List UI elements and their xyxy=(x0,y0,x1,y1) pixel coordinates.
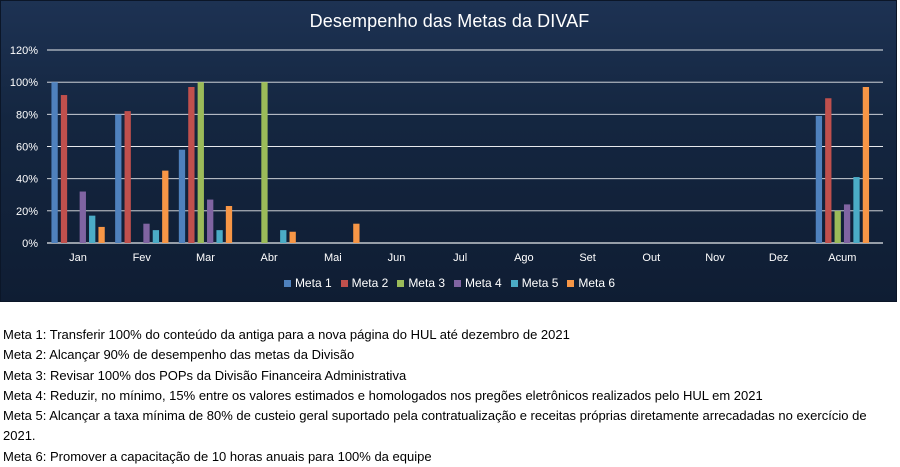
chart-panel: 0% 20% 40% 60% 80% 100% 120% Jan Fev Mar Abr Mai Jun… xyxy=(0,0,897,302)
bar-chart: 0% 20% 40% 60% 80% 100% 120% Jan Fev Mar Abr Mai Jun… xyxy=(10,45,883,264)
bar-meta-3-mar xyxy=(197,82,204,244)
legend-label: Meta 2 xyxy=(351,276,389,290)
y-tick-label: 120% xyxy=(10,45,38,57)
legend-item: Meta 4 xyxy=(454,276,502,290)
bar-meta-5-fev xyxy=(152,230,160,243)
legend-swatch xyxy=(397,279,405,287)
y-tick-label: 80% xyxy=(16,109,38,121)
legend-swatch xyxy=(567,279,575,287)
bar-meta-6-jan xyxy=(98,226,105,243)
y-tick-label: 40% xyxy=(16,174,38,186)
chart-title: Desempenho das Metas da DIVAF xyxy=(309,11,590,31)
x-tick-label: Out xyxy=(642,252,660,264)
bar-meta-6-mar xyxy=(225,206,233,243)
bar-meta-6-fev xyxy=(162,170,169,243)
legend-item: Meta 1 xyxy=(283,276,332,290)
bar-meta-1-fev xyxy=(115,114,122,243)
x-tick-label: Acum xyxy=(828,252,856,264)
x-tick-label: Jul xyxy=(453,252,467,264)
y-tick-label: 100% xyxy=(10,77,38,89)
bar-meta-1-jan xyxy=(51,82,58,244)
bar-meta-5-abr xyxy=(280,230,287,243)
meta-notes: Meta 1: Transferir 100% do conteúdo da a… xyxy=(3,325,898,467)
bar-meta-2-mar xyxy=(188,86,195,243)
legend-label: Meta 6 xyxy=(578,276,616,290)
legend-item: Meta 6 xyxy=(567,276,615,290)
x-tick-label: Abr xyxy=(261,252,278,264)
legend-item: Meta 5 xyxy=(510,276,559,290)
x-tick-label: Set xyxy=(579,252,596,264)
x-tick-label: Mai xyxy=(324,252,342,264)
x-tick-label: Mar xyxy=(196,252,215,264)
note-meta-6: Meta 6: Promover a capacitação de 10 hor… xyxy=(3,448,432,464)
bar-meta-6-abr xyxy=(289,231,296,243)
x-tick-label: Fev xyxy=(133,252,152,264)
bar-meta-1-acum xyxy=(815,115,823,243)
bar-meta-3-abr xyxy=(261,82,268,244)
bar-meta-3-acum xyxy=(834,210,841,243)
y-tick-label: 20% xyxy=(16,206,38,218)
x-tick-label: Ago xyxy=(514,252,534,264)
bar-meta-5-mar xyxy=(216,230,223,243)
legend-swatch xyxy=(340,279,348,287)
legend-label: Meta 4 xyxy=(465,276,502,290)
note-meta-1: Meta 1: Transferir 100% do conteúdo da a… xyxy=(3,327,570,342)
bar-meta-6-acum xyxy=(862,86,870,243)
legend-label: Meta 3 xyxy=(408,276,445,290)
bar-meta-4-fev xyxy=(143,223,150,243)
y-tick-label: 60% xyxy=(16,142,38,154)
x-tick-label: Jan xyxy=(69,252,87,264)
legend-swatch xyxy=(510,279,518,287)
legend-item: Meta 3 xyxy=(397,276,445,290)
x-tick-label: Dez xyxy=(769,252,789,264)
chart-legend: Meta 1 Meta 2 Meta 3 Meta 4 Meta 5 Meta 6 xyxy=(1,276,898,290)
bar-meta-4-mar xyxy=(207,199,214,243)
bar-meta-4-acum xyxy=(843,204,851,243)
x-tick-label: Nov xyxy=(705,252,725,264)
legend-label: Meta 5 xyxy=(521,276,559,290)
bar-meta-5-acum xyxy=(853,177,860,243)
x-tick-label: Jun xyxy=(388,252,406,264)
bar-meta-5-jan xyxy=(89,215,96,243)
legend-label: Meta 1 xyxy=(294,276,332,290)
bar-meta-2-fev xyxy=(124,111,131,243)
bar-meta-6-mai xyxy=(353,223,360,243)
legend-swatch xyxy=(454,279,461,287)
note-meta-4: Meta 4: Reduzir, no mínimo, 15% entre os… xyxy=(3,387,763,403)
note-meta-2: Meta 2: Alcançar 90% de desempenho das m… xyxy=(3,347,355,363)
bar-meta-4-jan xyxy=(79,191,86,243)
legend-swatch xyxy=(283,279,291,287)
note-meta-3: Meta 3: Revisar 100% dos POPs da Divisão… xyxy=(3,367,407,383)
bar-meta-1-mar xyxy=(178,149,186,243)
note-meta-5: Meta 5: Alcançar a taxa mínima de 80% de… xyxy=(3,408,867,444)
bar-meta-2-jan xyxy=(60,95,68,244)
legend-item: Meta 2 xyxy=(340,276,389,290)
bar-meta-2-acum xyxy=(825,98,832,243)
y-tick-label: 0% xyxy=(22,238,38,250)
